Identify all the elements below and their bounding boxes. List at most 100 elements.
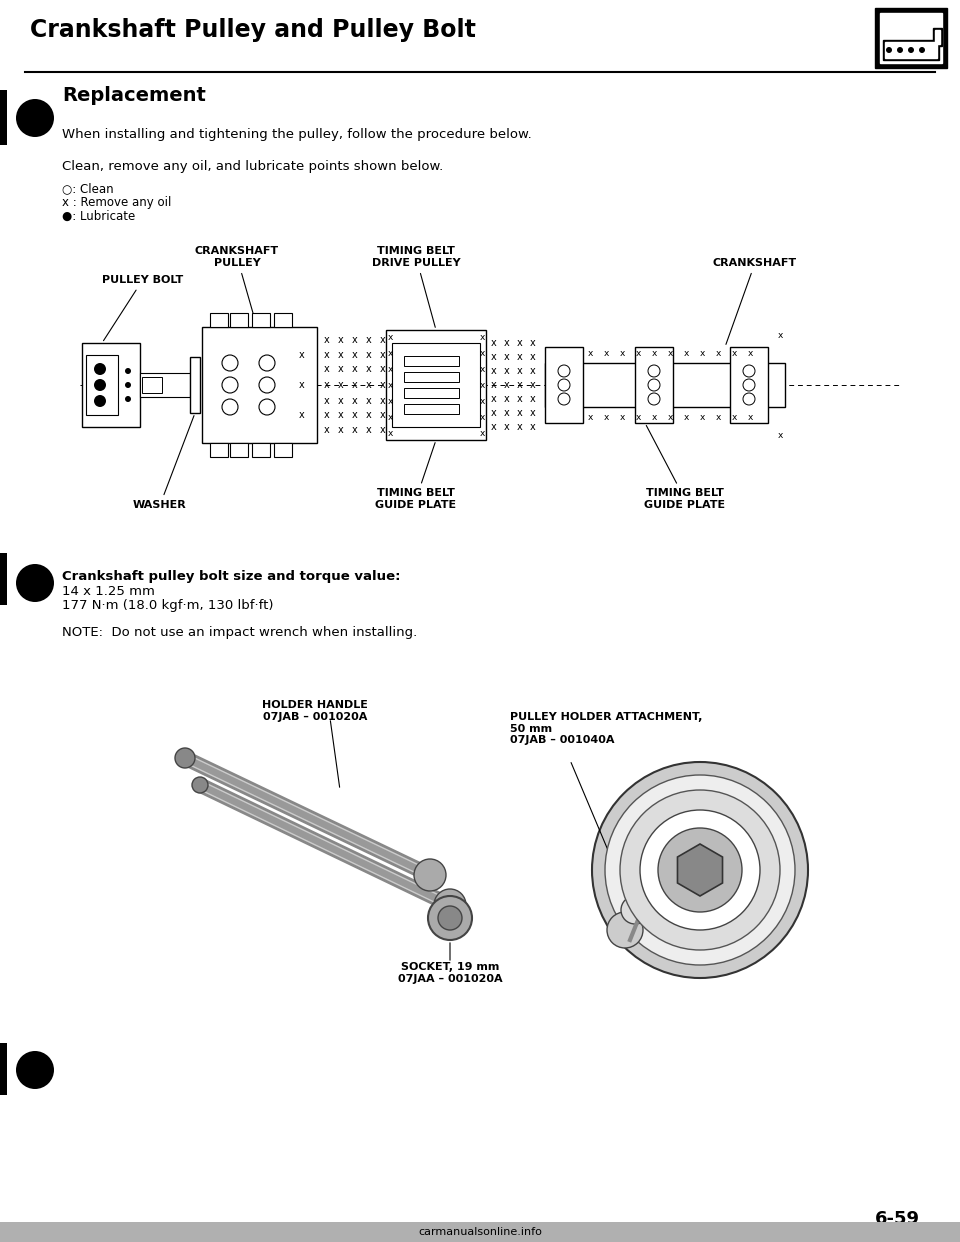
Text: x: x [352, 335, 358, 345]
Text: x: x [366, 396, 372, 406]
Text: x: x [324, 380, 330, 390]
Text: CRANKSHAFT
PULLEY: CRANKSHAFT PULLEY [195, 246, 279, 324]
Text: x: x [492, 338, 497, 348]
Text: x: x [387, 333, 393, 342]
Text: PULLEY BOLT: PULLEY BOLT [102, 274, 183, 340]
Text: x: x [387, 380, 393, 390]
Text: x: x [366, 364, 372, 374]
Text: x: x [699, 349, 705, 358]
Text: x: x [530, 409, 536, 419]
Circle shape [908, 47, 914, 53]
Text: x: x [366, 335, 372, 345]
Bar [274, 443, 292, 457]
Circle shape [16, 564, 54, 602]
Text: x: x [517, 351, 523, 361]
Text: 6-59: 6-59 [875, 1210, 920, 1228]
Text: Clean, remove any oil, and lubricate points shown below.: Clean, remove any oil, and lubricate poi… [62, 160, 444, 173]
Circle shape [438, 905, 462, 930]
Text: x: x [479, 428, 485, 437]
Circle shape [222, 355, 238, 371]
Text: x: x [588, 412, 592, 421]
Text: x: x [699, 412, 705, 421]
Text: x: x [603, 412, 609, 421]
Text: x: x [338, 410, 344, 420]
Text: ○: Clean: ○: Clean [62, 183, 113, 195]
Circle shape [125, 383, 131, 388]
Circle shape [125, 368, 131, 374]
Circle shape [648, 379, 660, 391]
Text: x: x [667, 412, 673, 421]
Text: x: x [387, 364, 393, 374]
Bar [392, 343, 480, 427]
Text: x: x [352, 350, 358, 360]
Text: x: x [492, 394, 497, 404]
Text: x: x [492, 409, 497, 419]
Text: Replacement: Replacement [62, 86, 205, 106]
Circle shape [16, 1051, 54, 1089]
Circle shape [222, 399, 238, 415]
Bar [730, 347, 768, 424]
Circle shape [648, 365, 660, 378]
Text: x: x [324, 335, 330, 345]
Text: x: x [651, 412, 657, 421]
Bar [404, 388, 459, 397]
Text: x: x [715, 412, 721, 421]
Text: x: x [324, 396, 330, 406]
Bar [0, 89, 7, 145]
Text: x: x [588, 349, 592, 358]
Circle shape [94, 363, 106, 375]
Bar [545, 363, 785, 407]
Bar [880, 12, 942, 63]
Text: x: x [778, 330, 782, 339]
Circle shape [607, 912, 643, 948]
Text: x: x [504, 366, 510, 376]
Text: x: x [338, 396, 344, 406]
Circle shape [259, 355, 275, 371]
Bar [404, 356, 459, 366]
Polygon shape [678, 845, 723, 895]
Text: x: x [366, 410, 372, 420]
Text: x: x [667, 349, 673, 358]
Text: x: x [619, 349, 625, 358]
Text: x: x [380, 396, 386, 406]
Text: x: x [504, 409, 510, 419]
Circle shape [658, 828, 742, 912]
Circle shape [886, 47, 892, 53]
Circle shape [434, 889, 466, 922]
Circle shape [605, 775, 795, 965]
Text: x: x [517, 366, 523, 376]
Bar [82, 343, 140, 427]
Circle shape [640, 810, 760, 930]
Text: Crankshaft pulley bolt size and torque value:: Crankshaft pulley bolt size and torque v… [62, 570, 400, 582]
Circle shape [428, 895, 472, 940]
Text: x: x [387, 412, 393, 421]
Bar [935, 30, 940, 43]
Bar [386, 330, 486, 440]
Bar [885, 42, 937, 58]
Text: WASHER: WASHER [133, 416, 194, 510]
Text: x: x [747, 412, 753, 421]
Text: x: x [324, 350, 330, 360]
Text: x: x [338, 364, 344, 374]
Bar [252, 313, 270, 327]
Bar [230, 313, 248, 327]
Circle shape [558, 392, 570, 405]
Text: x: x [380, 380, 386, 390]
Text: x: x [732, 349, 736, 358]
Bar [210, 443, 228, 457]
Bar [933, 29, 942, 46]
Bar [230, 443, 248, 457]
Text: x: x [380, 350, 386, 360]
Text: x: x [380, 364, 386, 374]
Bar [0, 1222, 960, 1242]
Circle shape [743, 392, 755, 405]
Circle shape [743, 365, 755, 378]
Text: x: x [530, 380, 536, 390]
Circle shape [125, 396, 131, 402]
Circle shape [743, 379, 755, 391]
Text: x: x [366, 425, 372, 435]
Bar [252, 443, 270, 457]
Text: CRANKSHAFT: CRANKSHAFT [713, 258, 797, 344]
Text: x: x [732, 412, 736, 421]
Circle shape [558, 379, 570, 391]
